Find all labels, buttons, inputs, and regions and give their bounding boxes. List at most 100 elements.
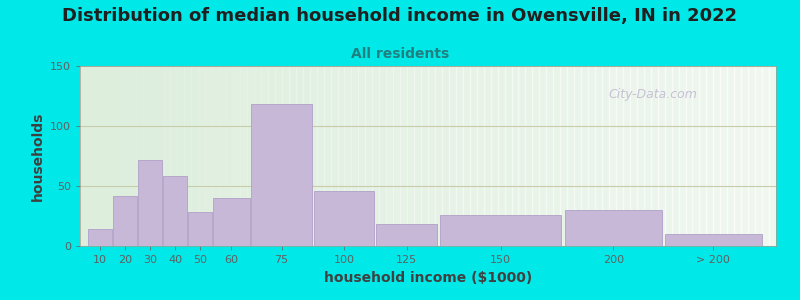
Bar bbox=[400, 66, 407, 246]
Bar bbox=[338, 66, 345, 246]
Bar bbox=[302, 66, 310, 246]
X-axis label: household income ($1000): household income ($1000) bbox=[324, 271, 532, 285]
Bar bbox=[546, 66, 554, 246]
Bar bbox=[741, 66, 748, 246]
Bar bbox=[94, 66, 101, 246]
Bar bbox=[595, 66, 602, 246]
Bar bbox=[727, 66, 734, 246]
Bar bbox=[477, 66, 484, 246]
Bar bbox=[428, 66, 435, 246]
Bar bbox=[101, 66, 108, 246]
Bar bbox=[560, 66, 567, 246]
Bar bbox=[296, 66, 302, 246]
Bar bbox=[157, 66, 163, 246]
Bar bbox=[609, 66, 616, 246]
Bar bbox=[650, 66, 658, 246]
Bar bbox=[254, 66, 261, 246]
Bar bbox=[462, 66, 470, 246]
Bar bbox=[282, 66, 289, 246]
Bar bbox=[658, 66, 665, 246]
Bar bbox=[366, 66, 372, 246]
Bar bbox=[323, 66, 330, 246]
Bar bbox=[142, 66, 150, 246]
Bar bbox=[358, 66, 366, 246]
Bar bbox=[136, 66, 142, 246]
Bar bbox=[289, 66, 296, 246]
Bar bbox=[191, 66, 198, 246]
Bar bbox=[567, 66, 574, 246]
Bar bbox=[233, 66, 240, 246]
Bar bbox=[539, 66, 546, 246]
Bar bbox=[616, 66, 623, 246]
Bar bbox=[748, 66, 755, 246]
Bar bbox=[379, 66, 386, 246]
Bar bbox=[734, 66, 742, 246]
Bar bbox=[314, 191, 374, 246]
Text: Distribution of median household income in Owensville, IN in 2022: Distribution of median household income … bbox=[62, 8, 738, 26]
Bar bbox=[511, 66, 518, 246]
Bar bbox=[376, 224, 437, 246]
Bar bbox=[755, 66, 762, 246]
Bar bbox=[526, 66, 533, 246]
Bar bbox=[665, 66, 672, 246]
Bar bbox=[129, 66, 136, 246]
Bar bbox=[665, 234, 762, 246]
Bar bbox=[247, 66, 254, 246]
Bar bbox=[178, 66, 184, 246]
Bar bbox=[637, 66, 644, 246]
Bar bbox=[184, 66, 191, 246]
Bar bbox=[394, 66, 400, 246]
Bar bbox=[251, 104, 312, 246]
Y-axis label: households: households bbox=[30, 111, 45, 201]
Bar bbox=[518, 66, 526, 246]
Bar bbox=[351, 66, 358, 246]
Bar bbox=[720, 66, 727, 246]
Bar bbox=[686, 66, 693, 246]
Bar bbox=[435, 66, 442, 246]
Bar bbox=[574, 66, 581, 246]
Bar bbox=[470, 66, 477, 246]
Bar bbox=[330, 66, 338, 246]
Bar bbox=[678, 66, 686, 246]
Bar bbox=[113, 196, 138, 246]
Bar bbox=[421, 66, 428, 246]
Bar bbox=[219, 66, 226, 246]
Bar bbox=[115, 66, 122, 246]
Bar bbox=[87, 66, 94, 246]
Bar bbox=[198, 66, 206, 246]
Bar bbox=[240, 66, 247, 246]
Bar bbox=[644, 66, 650, 246]
Bar bbox=[150, 66, 157, 246]
Bar bbox=[372, 66, 379, 246]
Bar bbox=[565, 210, 662, 246]
Bar bbox=[693, 66, 699, 246]
Bar bbox=[214, 198, 250, 246]
Bar bbox=[581, 66, 588, 246]
Bar bbox=[440, 215, 562, 246]
Bar bbox=[268, 66, 275, 246]
Bar bbox=[699, 66, 706, 246]
Bar bbox=[170, 66, 178, 246]
Bar bbox=[407, 66, 414, 246]
Bar bbox=[317, 66, 323, 246]
Bar bbox=[442, 66, 449, 246]
Bar bbox=[490, 66, 498, 246]
Bar bbox=[345, 66, 351, 246]
Bar bbox=[554, 66, 560, 246]
Bar bbox=[588, 66, 595, 246]
Bar bbox=[414, 66, 421, 246]
Bar bbox=[275, 66, 282, 246]
Bar bbox=[122, 66, 129, 246]
Bar bbox=[108, 66, 115, 246]
Bar bbox=[762, 66, 769, 246]
Bar bbox=[533, 66, 539, 246]
Text: All residents: All residents bbox=[351, 46, 449, 61]
Bar bbox=[212, 66, 219, 246]
Bar bbox=[602, 66, 609, 246]
Bar bbox=[449, 66, 456, 246]
Bar bbox=[226, 66, 233, 246]
Bar bbox=[206, 66, 212, 246]
Bar bbox=[310, 66, 317, 246]
Bar bbox=[630, 66, 637, 246]
Bar bbox=[138, 160, 162, 246]
